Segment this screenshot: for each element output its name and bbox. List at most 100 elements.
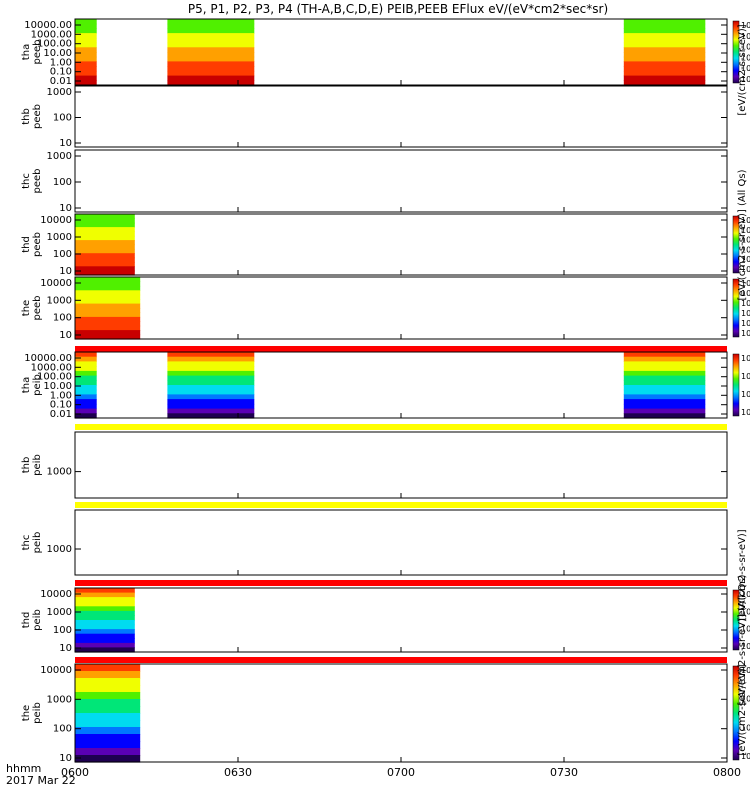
colorbar-label-right-e: [eV/(cm2-s-sr-eV)] — [737, 664, 748, 755]
colorbar-tha-peib — [732, 353, 740, 417]
spectrogram-block — [623, 361, 706, 367]
y-tick-label: 1000 — [47, 544, 72, 555]
colorbar-tick-label: 107 — [741, 31, 750, 41]
spectrogram-block — [75, 597, 135, 603]
y-tick-label: 100.00 — [37, 39, 72, 50]
spectrogram-block — [75, 303, 141, 309]
spectrogram-block — [75, 19, 97, 25]
y-tick-label: 10000 — [40, 215, 72, 226]
y-tick-label: 1000 — [47, 607, 72, 618]
panel-label-probe: thb — [21, 457, 32, 474]
spectrogram-block — [167, 408, 255, 414]
colorbar-tick-label: 106 — [741, 589, 750, 599]
y-tick-label: 10 — [59, 138, 72, 149]
spectrogram-block — [75, 741, 141, 749]
spectrogram-block — [167, 361, 255, 367]
panel-label-probe: thb — [21, 108, 32, 125]
colorbar-tick-label: 105 — [741, 244, 750, 254]
spectrogram-block — [623, 37, 706, 44]
spectrogram-block — [75, 75, 97, 81]
x-axis-label-date: 2017 Mar 22 — [6, 774, 76, 787]
spectrogram-block — [75, 606, 135, 612]
colorbar-label-right-c: [eV/(cm2-s-sr-eV)] — [737, 529, 748, 620]
panel-thd-peib: 10000 1000 100 10 thd peib — [21, 587, 728, 654]
spectrogram-block — [75, 47, 97, 53]
spectrogram-block — [75, 592, 135, 598]
y-tick-label: 1000 — [47, 467, 72, 478]
y-tick-label: 100.00 — [37, 372, 72, 383]
panel-label-probe: thd — [21, 236, 32, 253]
spectrogram-block — [75, 218, 135, 224]
x-tick-label: 0630 — [224, 766, 252, 779]
y-tick-label: 1000 — [47, 232, 72, 243]
spectrogram-block — [75, 394, 97, 400]
spectrogram-block — [623, 375, 706, 381]
colorbar-tick-label: 106 — [741, 665, 750, 675]
spectrogram-block — [623, 19, 706, 25]
spectrogram-block — [75, 361, 97, 367]
y-tick-label: 10 — [59, 203, 72, 214]
spectrogram-block — [167, 370, 255, 377]
spectrogram-block — [623, 380, 706, 386]
spectrogram-block — [75, 277, 141, 282]
spectrogram-block — [75, 316, 141, 322]
spectrogram-block — [75, 253, 135, 259]
y-tick-label: 1000.00 — [31, 29, 72, 40]
spectrogram-block — [167, 42, 255, 48]
spectrogram-block — [75, 330, 141, 336]
colorbar-tick-label: 103 — [741, 74, 750, 84]
colorbar-tick-label: 108 — [741, 20, 750, 30]
y-tick-label: 10 — [59, 753, 72, 764]
spectrogram-block — [75, 692, 141, 700]
spectrogram-block — [75, 713, 141, 721]
spectrogram-block — [75, 222, 135, 228]
spectrogram-block — [623, 66, 706, 72]
spectrogram-block — [623, 389, 706, 395]
spectrogram-block — [75, 678, 141, 686]
colorbar-tick-label: 104 — [741, 318, 750, 328]
spectrogram-block — [623, 28, 706, 34]
spectrogram-block — [75, 61, 97, 67]
spectrogram-block — [75, 610, 135, 617]
panel-label-probe: tha — [21, 44, 32, 60]
spectrogram-block — [75, 671, 141, 679]
spectrogram-block — [167, 56, 255, 62]
panel-thd-peeb: 10000 1000 100 10 thd peeb — [21, 213, 728, 277]
spectrogram-block — [75, 321, 141, 327]
spectrogram-block — [623, 75, 706, 81]
spectrogram-block — [75, 23, 97, 29]
y-tick-label: 10.00 — [43, 48, 72, 59]
spectrogram-block — [75, 615, 135, 621]
spectrogram-block — [75, 389, 97, 395]
spectrogram-block — [623, 394, 706, 400]
spectrogram-block — [167, 28, 255, 34]
x-axis-label-hhmm: hhmm — [6, 762, 41, 775]
spectrogram-block — [623, 356, 706, 362]
y-tick-label: 10000.00 — [24, 20, 72, 31]
colorbar-tick-label: 106 — [741, 235, 750, 245]
spectrogram-block — [75, 325, 141, 331]
panel-label-probe: the — [21, 300, 32, 316]
spectrogram-block — [75, 240, 135, 246]
colorbar-tick-label: 105 — [741, 308, 750, 318]
panel-label-product: peeb — [32, 40, 43, 65]
spectrogram-block — [75, 227, 135, 233]
colorbar-the-peib — [732, 665, 740, 761]
y-tick-label: 0.10 — [50, 400, 72, 411]
spectrogram-block — [167, 75, 255, 81]
spectrogram-block — [75, 685, 141, 693]
colorbar-tick-label: 105 — [741, 694, 750, 704]
spectrogram-block — [75, 664, 141, 672]
spectrogram-block — [623, 385, 706, 391]
spectrogram-block — [75, 37, 97, 44]
spectrogram-block — [75, 748, 141, 756]
colorbar-tha-peeb — [732, 20, 740, 84]
spectrogram-block — [167, 394, 255, 400]
spectrogram-block — [75, 290, 141, 296]
colorbar-tick-label: 103 — [741, 328, 750, 338]
spectrogram-block — [75, 235, 135, 241]
panel-frame — [74, 663, 728, 763]
spectrogram-block — [75, 244, 135, 250]
spectrogram-block — [75, 66, 97, 72]
